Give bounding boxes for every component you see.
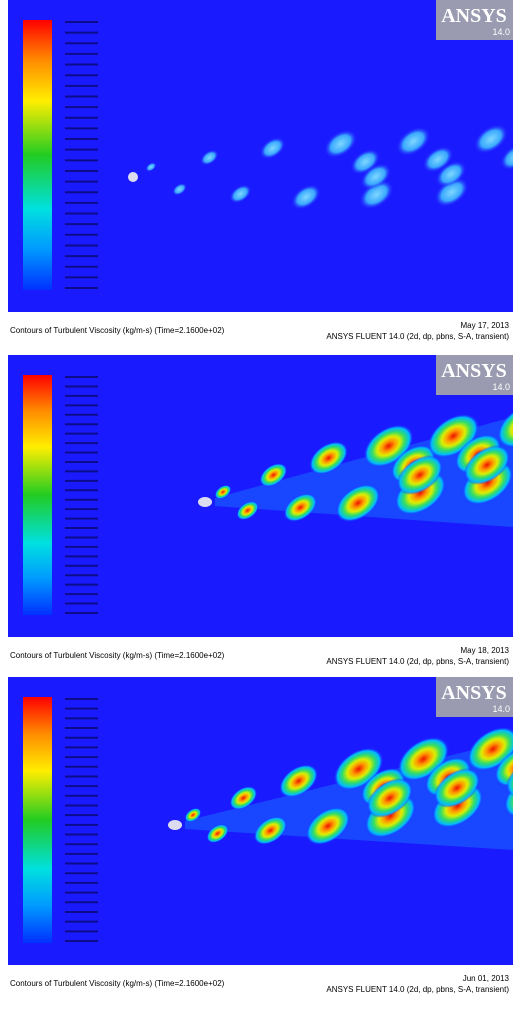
caption: Contours of Turbulent Viscosity (kg/m-s)…: [10, 979, 224, 988]
date: May 17, 2013: [461, 321, 509, 330]
date: May 18, 2013: [461, 646, 509, 655]
solver-info: ANSYS FLUENT 14.0 (2d, dp, pbns, S-A, tr…: [326, 332, 509, 341]
caption: Contours of Turbulent Viscosity (kg/m-s)…: [10, 651, 224, 660]
solver-info: ANSYS FLUENT 14.0 (2d, dp, pbns, S-A, tr…: [326, 657, 509, 666]
page: ANSYS14.0Contours of Turbulent Viscosity…: [0, 0, 513, 1000]
date: Jun 01, 2013: [463, 974, 509, 983]
logo-version: 14.0: [492, 382, 510, 392]
logo-name: ANSYS: [441, 682, 507, 704]
logo-name: ANSYS: [441, 360, 507, 382]
logo-version: 14.0: [492, 27, 510, 37]
logo-name: ANSYS: [441, 5, 507, 27]
cylinder: [128, 172, 138, 182]
colorbar: [23, 20, 52, 290]
colorbar: [23, 697, 52, 943]
cylinder: [168, 820, 182, 830]
caption: Contours of Turbulent Viscosity (kg/m-s)…: [10, 326, 224, 335]
solver-info: ANSYS FLUENT 14.0 (2d, dp, pbns, S-A, tr…: [326, 985, 509, 994]
cylinder: [198, 497, 212, 507]
logo-version: 14.0: [492, 704, 510, 714]
colorbar: [23, 375, 52, 615]
